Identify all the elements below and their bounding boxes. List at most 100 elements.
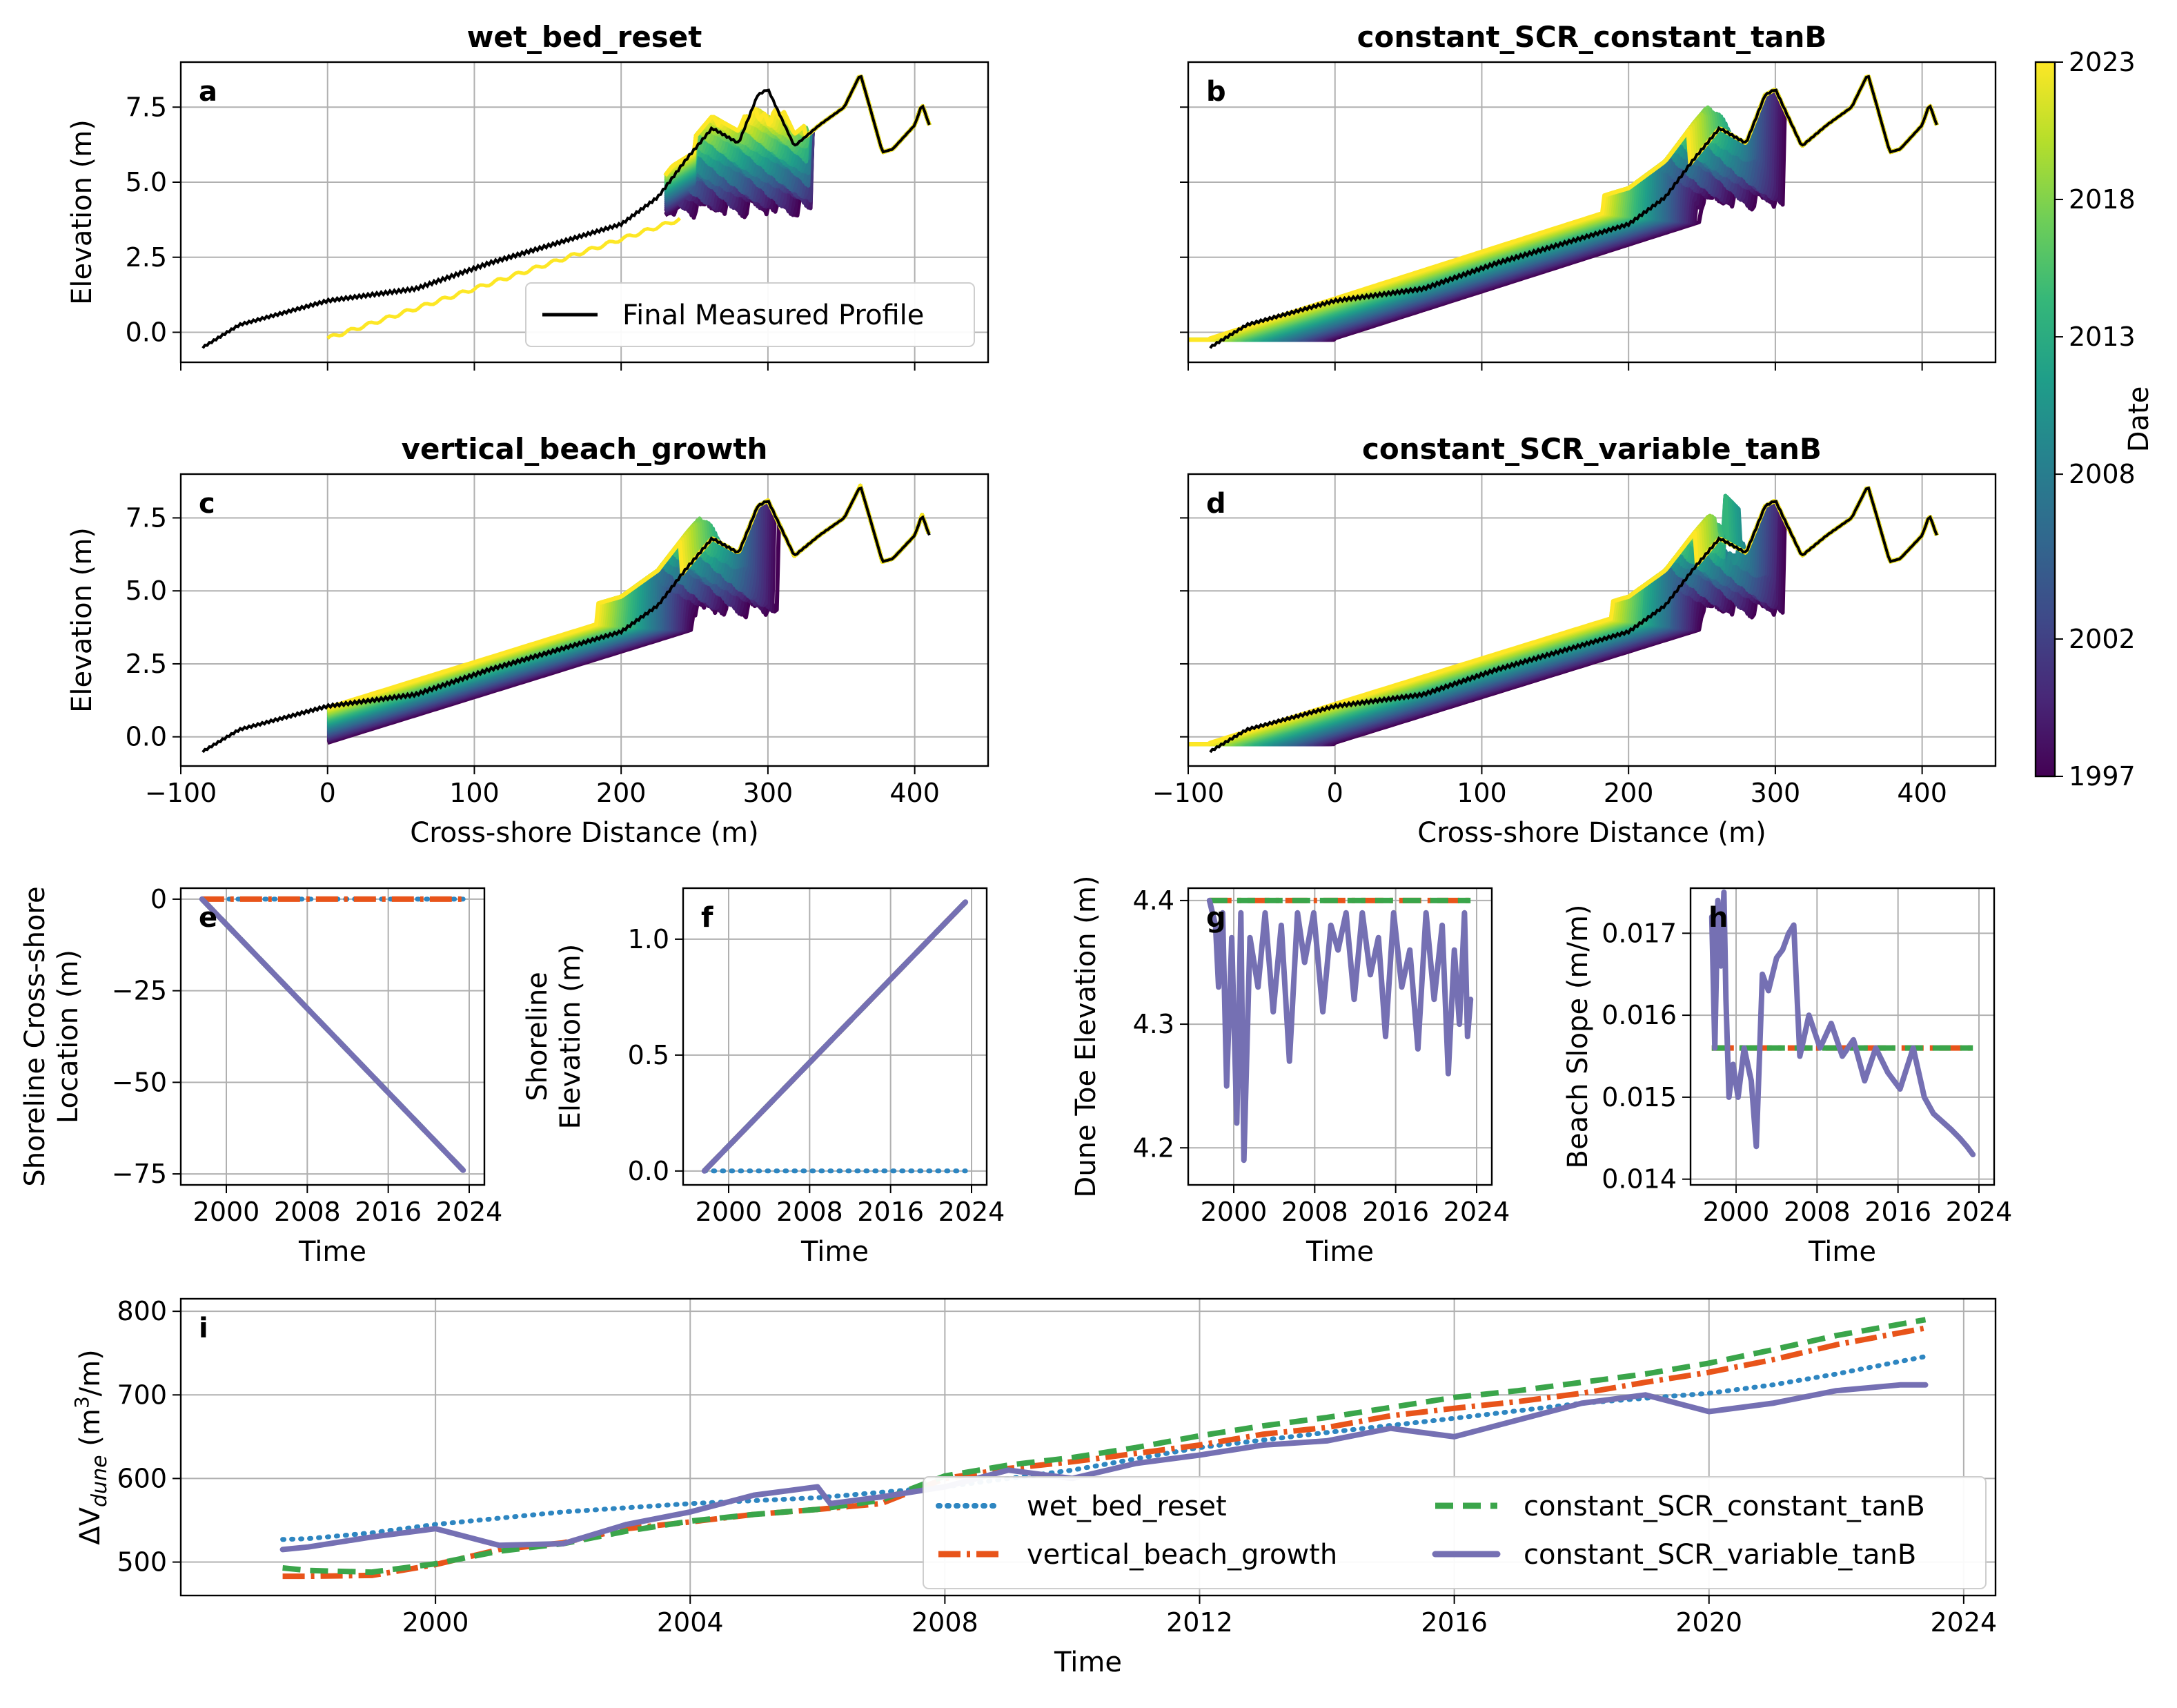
panel-label: a xyxy=(199,76,217,108)
model-profile-line xyxy=(1188,486,1939,747)
model-profile-line xyxy=(1188,75,1939,342)
x-tick-label: 100 xyxy=(1457,778,1507,808)
series-line-constant-SCR-variable-tanB xyxy=(1206,897,1474,1164)
legend-entry-constant-SCR-variable-tanB: constant_SCR_variable_tanB xyxy=(1524,1539,1916,1571)
model-profile-line xyxy=(1188,486,1939,747)
y-tick-label: −75 xyxy=(112,1159,167,1189)
y-axis-label: Elevation (m) xyxy=(66,119,98,305)
x-tick-label: −100 xyxy=(1152,778,1224,808)
x-tick-label: 2000 xyxy=(193,1197,260,1227)
model-profile-line xyxy=(1188,75,1939,342)
y-axis-label: Dune Toe Elevation (m) xyxy=(1070,876,1102,1198)
model-profile-line xyxy=(1188,486,1939,747)
x-tick-label: 2012 xyxy=(1166,1607,1233,1638)
measured-profile-line xyxy=(1209,486,1938,754)
axes-frame xyxy=(179,887,486,1186)
model-profile-line xyxy=(1188,486,1939,747)
y-tick-label: 800 xyxy=(117,1296,167,1326)
x-tick-label: 2016 xyxy=(355,1197,422,1227)
panel-title: constant_SCR_variable_tanB xyxy=(1362,432,1822,466)
panel-h: 2000 2008 2016 2024 0.014 0.015 0.016 0.017 h Tim… xyxy=(1562,887,2012,1268)
y-tick-label: 1.0 xyxy=(628,924,669,954)
series-layer xyxy=(199,896,466,1173)
y-label-unit: (m xyxy=(75,1408,106,1455)
model-profile-line xyxy=(1188,75,1939,342)
y-tick-label: 500 xyxy=(117,1547,167,1578)
y-axis-label: ΔVdune (m3/m) xyxy=(70,1349,112,1544)
panel-label: b xyxy=(1206,76,1226,108)
axes-frame xyxy=(1187,887,1493,1186)
model-profile-line xyxy=(1188,486,1939,747)
model-profile-line xyxy=(1188,486,1939,747)
panel-f: 2000 2008 2016 2024 0.0 0.5 1.0 f Time Shoreline E… xyxy=(522,887,1005,1268)
x-tick-label: 400 xyxy=(1897,778,1947,808)
panel-label: e xyxy=(199,902,217,934)
x-tick-label: −100 xyxy=(145,778,217,808)
model-profile-line xyxy=(1188,75,1939,342)
x-axis-label: Time xyxy=(1808,1236,1876,1268)
panel-g: 2000 2008 2016 2024 4.2 4.3 4.4 g Time Dune Toe E… xyxy=(1070,876,1510,1268)
x-tick-label: 2008 xyxy=(274,1197,341,1227)
model-profile-line xyxy=(1188,75,1939,342)
model-profile-line xyxy=(1188,75,1939,342)
y-axis-label: Location (m) xyxy=(52,950,84,1123)
model-profile-line xyxy=(1188,486,1939,747)
panel-d: −100 0 100 200 300 400 d constant_SCR_variable_… xyxy=(1152,432,1997,849)
panel-label: i xyxy=(199,1313,208,1344)
profile-layer xyxy=(201,75,932,349)
x-tick-label: 2000 xyxy=(1703,1197,1770,1227)
y-tick-label: −25 xyxy=(112,976,167,1006)
model-profile-line xyxy=(1188,486,1939,747)
x-tick-label: 0 xyxy=(1327,778,1343,808)
axes-frame xyxy=(179,1297,1997,1597)
model-profile-line xyxy=(1188,486,1939,747)
model-profile-line xyxy=(1188,486,1939,747)
legend: Final Measured Profile xyxy=(525,282,975,347)
legend-entry-wet-bed-reset: wet_bed_reset xyxy=(1027,1491,1227,1522)
y-tick-label: 700 xyxy=(117,1380,167,1410)
model-profile-line xyxy=(1188,486,1939,747)
axes-frame xyxy=(1187,61,1997,364)
series-layer xyxy=(1206,897,1474,1164)
profile-layer xyxy=(1188,486,1939,754)
x-axis-label: Cross-shore Distance (m) xyxy=(410,817,758,849)
colorbar-fill xyxy=(2036,62,2055,776)
x-tick-label: 2000 xyxy=(696,1197,762,1227)
measured-profile-line xyxy=(201,486,931,754)
model-profile-line xyxy=(1188,75,1939,342)
legend-entry-constant-SCR-constant-tanB: constant_SCR_constant_tanB xyxy=(1524,1491,1925,1522)
panel-e: 2000 2008 2016 2024 0 −25 −50 −75 e Time Shoreline… xyxy=(19,884,502,1268)
model-profile-line xyxy=(1188,486,1939,747)
model-profile-line xyxy=(1188,75,1939,342)
model-profile-line xyxy=(1188,486,1939,747)
model-profile-line xyxy=(1188,486,1939,747)
y-tick-label: 0.017 xyxy=(1602,918,1677,948)
model-profile-line xyxy=(1188,75,1939,342)
x-axis-label: Time xyxy=(298,1236,366,1268)
model-profile-line xyxy=(1188,486,1939,747)
model-profile-line xyxy=(1188,486,1939,747)
y-tick-label: 7.5 xyxy=(126,92,167,122)
model-profile-line xyxy=(1188,75,1939,342)
model-profile-line xyxy=(1188,486,1939,747)
y-tick-label: 0.0 xyxy=(628,1156,669,1186)
model-profile-line xyxy=(1188,75,1939,342)
y-tick-label: 0.016 xyxy=(1602,1000,1677,1030)
model-profile-line xyxy=(1188,486,1939,747)
axes-frame xyxy=(1187,473,1997,767)
series-layer xyxy=(1708,889,1976,1157)
model-profile-line xyxy=(1188,75,1939,342)
model-profile-line xyxy=(1188,486,1939,747)
y-axis-label: Elevation (m) xyxy=(66,527,98,713)
legend-entry-vertical-beach-growth: vertical_beach_growth xyxy=(1027,1539,1337,1571)
series-line-constant-SCR-variable-tanB xyxy=(199,896,466,1173)
model-profile-line xyxy=(1188,486,1939,747)
legend: wet_bed_reset vertical_beach_growth consta… xyxy=(923,1476,1987,1589)
panel-a: 0.0 2.5 5.0 7.5 a wet_bed_reset Elevation (m) F… xyxy=(66,20,989,371)
x-axis-label: Time xyxy=(1054,1647,1122,1678)
model-profile-line xyxy=(1188,75,1939,342)
legend-frame xyxy=(525,282,975,347)
model-profile-line xyxy=(1188,486,1939,747)
y-tick-label: 7.5 xyxy=(126,502,167,533)
